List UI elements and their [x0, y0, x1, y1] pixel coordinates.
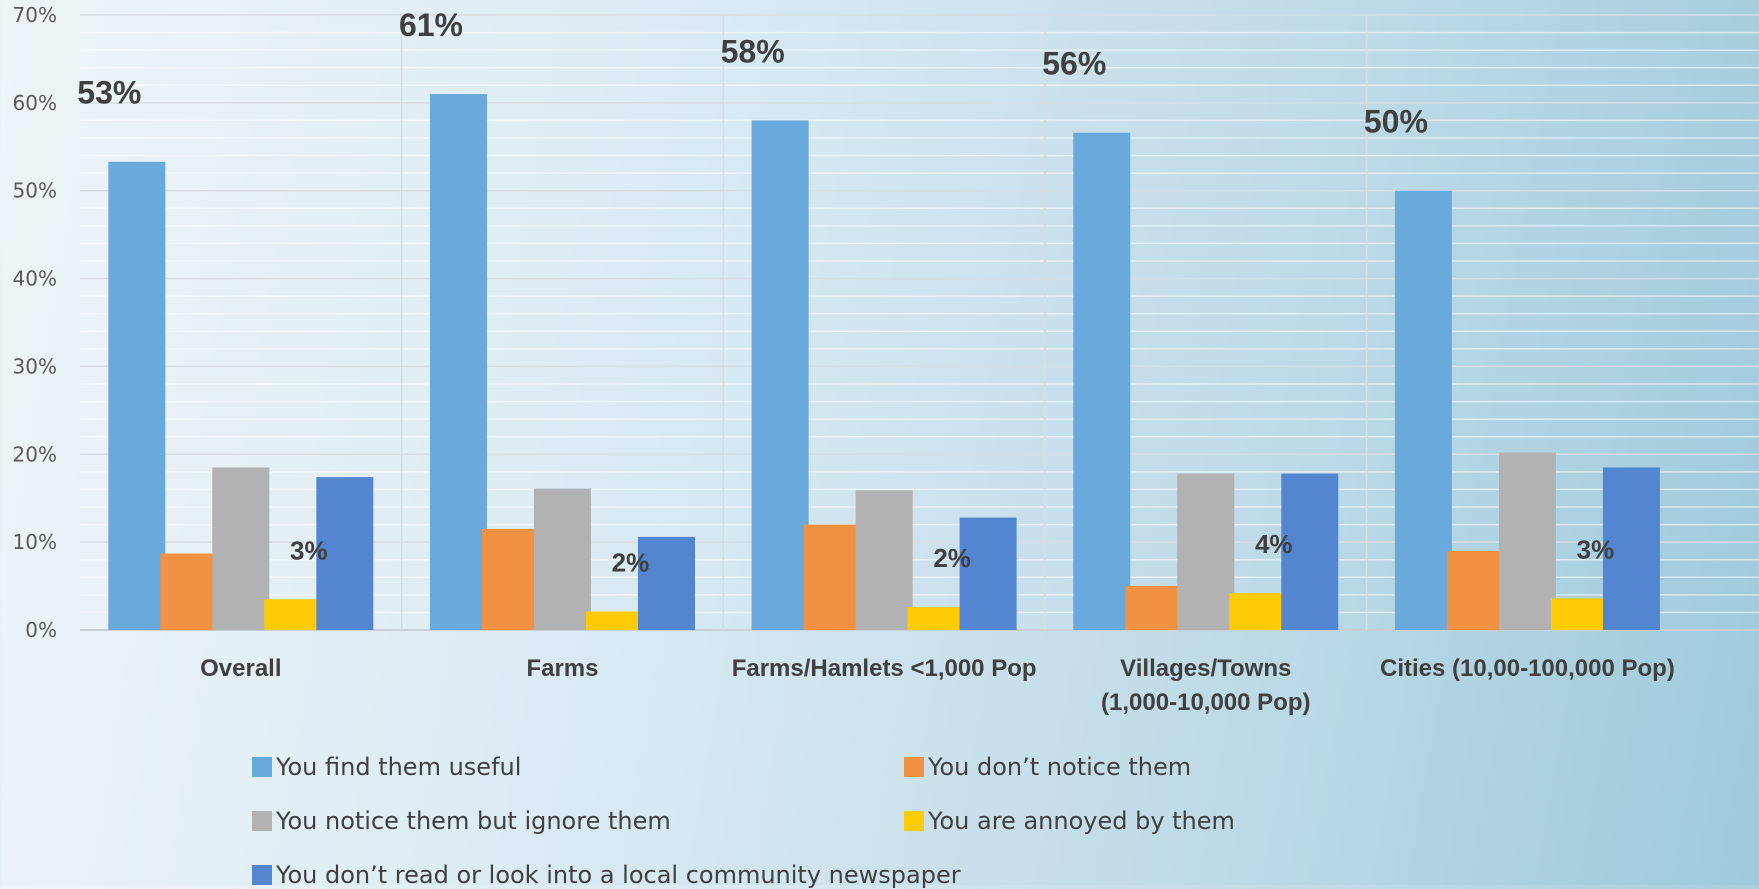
bar-dont_notice: [160, 553, 218, 630]
data-label-useful: 58%: [721, 33, 785, 69]
bar-annoyed: [1229, 593, 1287, 630]
bars: [108, 94, 1660, 631]
legend-label-useful: You find them useful: [276, 753, 522, 781]
bar-useful: [1073, 132, 1131, 630]
category-dividers: [400, 15, 1368, 630]
legend-item-dont-notice: You don’t notice them: [904, 753, 1191, 781]
y-axis: 0% 10% 20% 30% 40% 50% 60% 70%: [13, 3, 57, 642]
bar-annoyed: [585, 611, 643, 630]
y-tick-label: 70%: [13, 3, 57, 27]
x-tick-label: Farms/Hamlets <1,000 Pop: [732, 655, 1037, 682]
data-label-useful: 53%: [77, 75, 141, 111]
y-tick-label: 10%: [13, 530, 57, 554]
legend-item-annoyed: You are annoyed by them: [904, 807, 1235, 835]
bar-dont_notice: [1125, 586, 1183, 630]
x-tick-label: Cities (10,00-100,000 Pop): [1380, 655, 1675, 682]
data-label-useful: 61%: [399, 7, 463, 43]
y-tick-label: 20%: [13, 442, 57, 466]
data-label-annoyed: 3%: [1577, 534, 1615, 564]
legend-label-ignore: You notice them but ignore them: [276, 807, 671, 835]
legend-item-dont-read: You don’t read or look into a local comm…: [252, 861, 961, 889]
bar-useful: [1394, 190, 1452, 630]
bar-useful: [108, 161, 166, 630]
legend-label-annoyed: You are annoyed by them: [928, 807, 1235, 835]
y-tick-label: 60%: [13, 91, 57, 115]
bar-dont_read: [1281, 473, 1339, 630]
bar-dont_notice: [803, 524, 861, 630]
legend-swatch-ignore: [252, 811, 272, 831]
data-label-annoyed: 4%: [1255, 529, 1293, 559]
data-label-annoyed: 2%: [612, 548, 650, 578]
bar-dont_notice: [481, 528, 539, 630]
data-label-annoyed: 2%: [933, 543, 971, 573]
bar-ignore: [1177, 473, 1235, 630]
y-tick-label: 50%: [13, 179, 57, 203]
x-tick-label: Farms: [526, 655, 598, 682]
bar-ignore: [1498, 452, 1556, 630]
bar-dont_read: [316, 477, 374, 630]
bar-useful: [751, 120, 809, 630]
legend-item-ignore: You notice them but ignore them: [252, 807, 671, 835]
legend-swatch-dont-read: [252, 865, 272, 885]
bar-ignore: [533, 488, 591, 630]
legend-label-dont-notice: You don’t notice them: [928, 753, 1192, 781]
bar-annoyed: [907, 607, 965, 630]
bar-annoyed: [264, 599, 322, 630]
x-tick-label: Overall: [200, 655, 281, 682]
x-axis: Overall Farms Farms/Hamlets <1,000 Pop Vill…: [200, 655, 1675, 716]
data-label-useful: 50%: [1364, 104, 1428, 140]
bar-ignore: [212, 467, 270, 630]
legend-swatch-useful: [252, 757, 272, 777]
data-label-annoyed: 3%: [290, 535, 328, 565]
data-labels: 53% 3% 61% 2% 58% 2% 56% 4% 50% 3%: [77, 7, 1614, 577]
bar-annoyed: [1550, 598, 1608, 630]
bar-ignore: [855, 490, 913, 630]
bar-dont_notice: [1446, 550, 1504, 630]
legend-swatch-annoyed: [904, 811, 924, 831]
legend-swatch-dont-notice: [904, 757, 924, 777]
y-tick-label: 30%: [13, 354, 57, 378]
legend-item-useful: You find them useful: [252, 753, 521, 781]
data-label-useful: 56%: [1042, 46, 1106, 82]
bar-dont_read: [1602, 467, 1660, 630]
y-tick-label: 0%: [25, 618, 57, 642]
bar-dont_read: [637, 536, 695, 630]
bar-useful: [429, 94, 487, 631]
bar-dont_read: [959, 517, 1017, 630]
y-tick-label: 40%: [13, 267, 57, 291]
x-tick-label: Villages/Towns (1,000-10,000 Pop): [1101, 655, 1310, 716]
legend-label-dont-read: You don’t read or look into a local comm…: [276, 861, 961, 889]
